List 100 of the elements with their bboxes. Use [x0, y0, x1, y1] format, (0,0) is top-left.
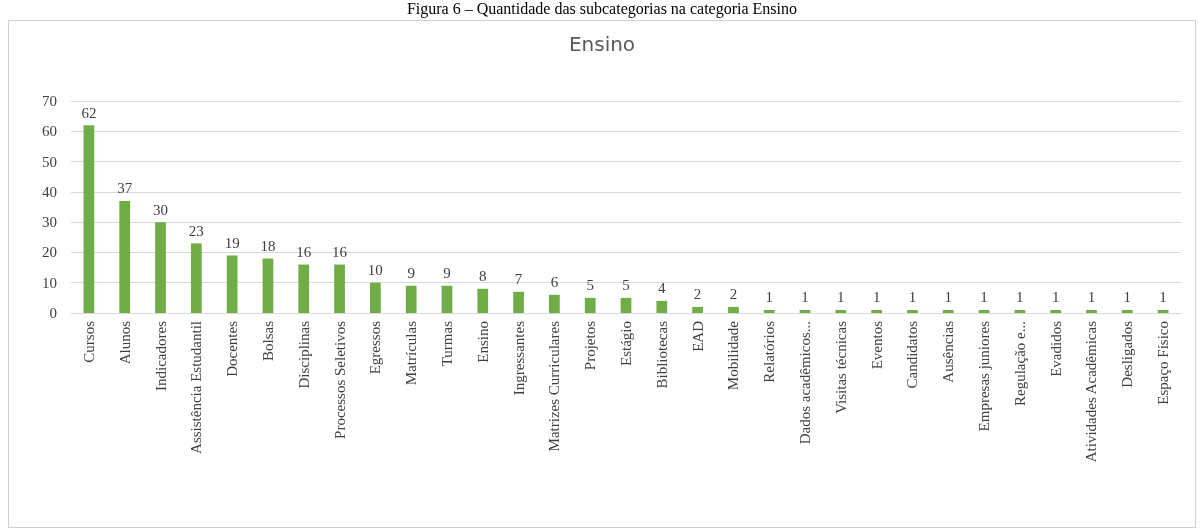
bar	[978, 309, 990, 313]
x-tick-label: Desligados	[1119, 320, 1136, 388]
x-tick-label: Estágio	[618, 321, 634, 366]
bar	[584, 297, 596, 313]
y-tick-label: 30	[42, 214, 57, 231]
data-label: 62	[81, 104, 97, 121]
x-tick-label: Espaço Físico	[1155, 321, 1172, 405]
x-tick-label: Disciplinas	[295, 320, 312, 389]
x-tick-label: Ingressantes	[510, 320, 527, 396]
data-label: 1	[765, 289, 773, 306]
x-tick-label: Dados acadêmicos...	[797, 321, 814, 445]
x-tick-label: Eventos	[868, 320, 885, 370]
data-label: 9	[407, 265, 415, 282]
bar	[835, 309, 847, 313]
data-label: 9	[443, 265, 451, 282]
data-label: 1	[1159, 289, 1167, 306]
x-tick-label: Docentes	[224, 320, 241, 377]
x-tick-label: Bolsas	[259, 320, 276, 362]
text: Figura 6 – Quantidade das subcategorias na categoria Ensino	[405, 0, 799, 18]
x-tick-label: Cursos	[80, 320, 97, 363]
bar	[83, 125, 95, 313]
data-label: 6	[550, 274, 559, 291]
x-tick-label: Processos Seletivos	[331, 320, 348, 439]
x-tick-label: Matrículas	[403, 320, 420, 386]
data-label: 4	[658, 280, 667, 297]
bar	[1050, 309, 1062, 313]
data-label: 1	[1087, 289, 1096, 306]
y-tick-label: 20	[42, 244, 57, 261]
x-tick-label: Relatórios	[761, 320, 778, 383]
data-label: 5	[586, 277, 594, 294]
bar	[1014, 309, 1026, 313]
data-label: 1	[980, 289, 988, 306]
x-tick-label: Matrizes Curriculares	[546, 320, 563, 452]
x-tick-label: Empresas juniores	[976, 320, 993, 432]
y-tick-label: 0	[49, 305, 57, 321]
bar	[799, 309, 811, 313]
bar	[1121, 309, 1133, 313]
data-label: 5	[622, 277, 630, 294]
data-label: 2	[693, 286, 702, 303]
x-tick-label: Visitas técnicas	[832, 320, 849, 414]
bar	[155, 222, 166, 313]
data-label: 16	[296, 244, 312, 261]
data-label: 1	[1123, 289, 1132, 306]
bar	[513, 291, 524, 313]
x-tick-label: Atividades Acadêmicas	[1083, 320, 1100, 463]
x-tick-label: EAD	[689, 320, 706, 352]
data-label: 37	[117, 180, 133, 197]
x-tick-label: Projetos	[582, 320, 599, 371]
bar	[692, 306, 703, 313]
x-tick-label: Evadidos	[1047, 320, 1064, 377]
data-label: 1	[908, 289, 917, 306]
data-label: 23	[188, 222, 204, 239]
x-tick-label: Turmas	[438, 320, 455, 367]
bar	[1157, 309, 1169, 313]
data-label: 2	[729, 286, 738, 303]
bar	[298, 264, 310, 313]
x-tick-label: Regulação e...	[1011, 321, 1028, 406]
data-label: 1	[837, 289, 845, 306]
data-label: 1	[801, 289, 809, 306]
y-tick-label: 50	[42, 153, 57, 170]
bar	[942, 309, 954, 313]
x-tick-label: Egressos	[367, 320, 384, 375]
data-label: 16	[332, 244, 348, 261]
bar	[1086, 309, 1097, 313]
y-tick-label: 60	[42, 123, 57, 140]
bar	[907, 309, 918, 313]
x-tick-label: Indicadores	[152, 320, 169, 391]
x-tick-label: Mobilidade	[725, 320, 742, 391]
data-label: 1	[872, 289, 881, 306]
y-tick-label: 40	[42, 183, 57, 200]
bar	[549, 294, 560, 313]
y-tick-label: 70	[42, 93, 57, 109]
data-label: 19	[224, 234, 240, 251]
data-label: 30	[153, 201, 169, 218]
x-tick-label: Ensino	[474, 321, 491, 363]
bar	[763, 309, 775, 313]
bar	[119, 200, 131, 313]
bar	[405, 285, 417, 313]
data-label: 10	[367, 262, 383, 279]
bar	[226, 255, 238, 313]
bar	[656, 300, 668, 313]
data-label: 1	[944, 289, 953, 306]
bar	[871, 309, 883, 313]
x-tick-label: Alunos	[116, 320, 133, 365]
data-label: 18	[260, 237, 276, 254]
x-tick-label: Ausências	[940, 320, 957, 383]
bar	[441, 285, 453, 313]
x-tick-label: Bibliotecas	[653, 320, 670, 389]
bar	[262, 258, 274, 313]
bar	[369, 282, 381, 313]
data-label: 1	[1051, 289, 1060, 306]
bar	[477, 288, 489, 313]
bar	[620, 297, 632, 313]
x-tick-label: Candidatos	[904, 320, 921, 389]
y-tick-label: 10	[42, 274, 57, 291]
chart-title: Ensino	[568, 32, 636, 56]
bar	[728, 306, 739, 313]
data-label: 1	[1016, 289, 1024, 306]
bar	[334, 264, 345, 313]
x-tick-label: Assistência Estudantil	[188, 321, 205, 454]
